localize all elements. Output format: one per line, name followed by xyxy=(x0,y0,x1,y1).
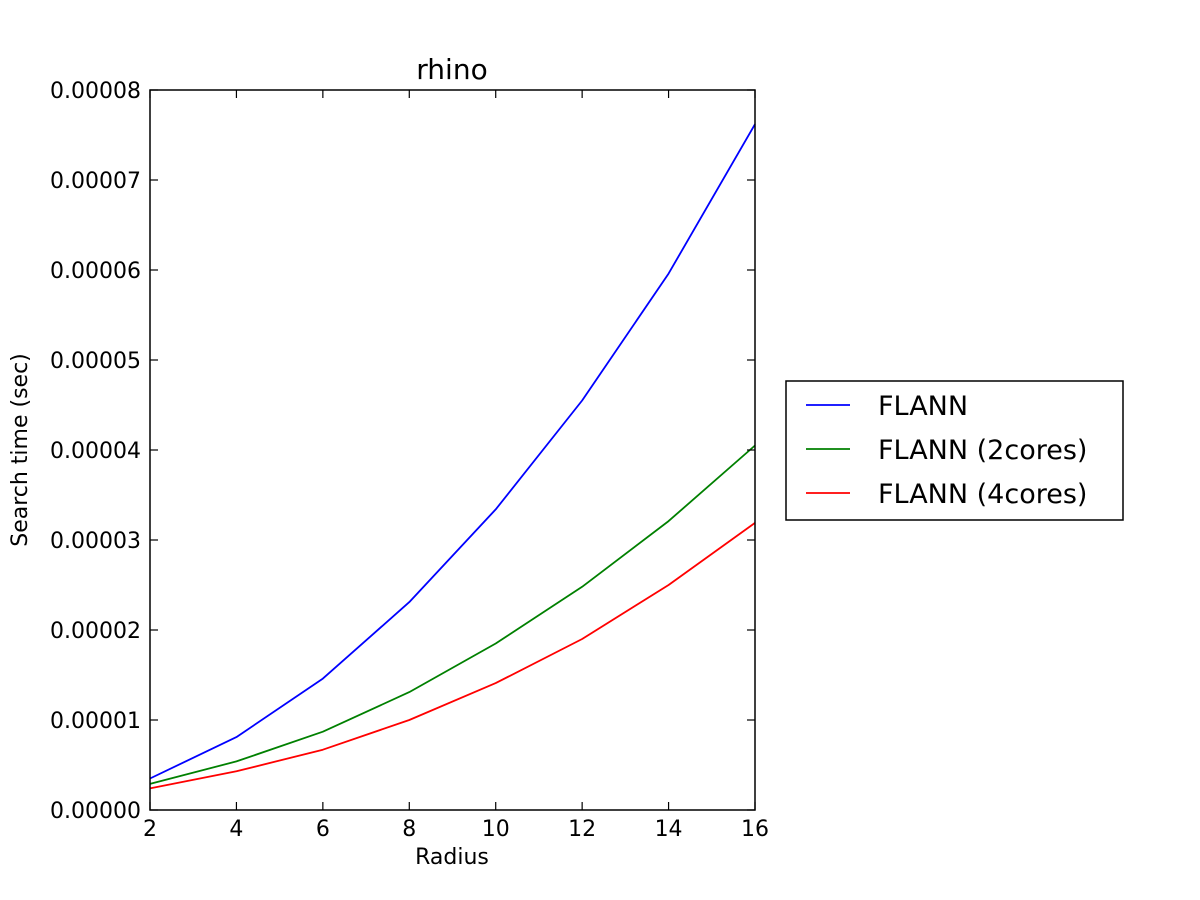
x-tick-labels: 2 4 6 8 10 12 14 16 xyxy=(143,817,769,842)
x-tick-label: 4 xyxy=(229,817,243,842)
y-tick-label: 0.00006 xyxy=(50,259,141,284)
x-tick-label: 2 xyxy=(143,817,157,842)
x-tick-label: 10 xyxy=(482,817,510,842)
y-tick-label: 0.00001 xyxy=(50,709,141,734)
x-axis-label: Radius xyxy=(415,845,489,870)
series-lines xyxy=(149,123,756,790)
x-tick-label: 8 xyxy=(402,817,416,842)
legend-entries: FLANN FLANN (2cores) FLANN (4cores) xyxy=(806,391,1087,510)
y-axis-label: Search time (sec) xyxy=(8,353,33,547)
series-line-2 xyxy=(149,444,756,785)
y-tick-labels: 0.00000 0.00001 0.00002 0.00003 0.00004 0.000… xyxy=(50,79,141,824)
y-tick-label: 0.00005 xyxy=(50,349,141,374)
chart-title: rhino xyxy=(416,53,487,86)
y-tick-label: 0.00008 xyxy=(50,79,141,104)
legend-label-2: FLANN (2cores) xyxy=(878,435,1087,466)
x-tick-label: 12 xyxy=(568,817,596,842)
y-tick-label: 0.00004 xyxy=(50,439,141,464)
y-tick-label: 0.00007 xyxy=(50,169,141,194)
plot-area-frame xyxy=(149,89,756,811)
series-line-3 xyxy=(149,522,756,790)
y-tick-label: 0.00002 xyxy=(50,619,141,644)
legend: FLANN FLANN (2cores) FLANN (4cores) xyxy=(785,380,1124,521)
series-line-1 xyxy=(149,123,756,780)
x-tick-label: 6 xyxy=(316,817,330,842)
legend-label-1: FLANN xyxy=(878,391,968,422)
x-tick-label: 16 xyxy=(741,817,769,842)
y-tick-label: 0.00003 xyxy=(50,529,141,554)
legend-label-3: FLANN (4cores) xyxy=(878,479,1087,510)
x-tick-label: 14 xyxy=(655,817,683,842)
y-tick-label: 0.00000 xyxy=(50,799,141,824)
